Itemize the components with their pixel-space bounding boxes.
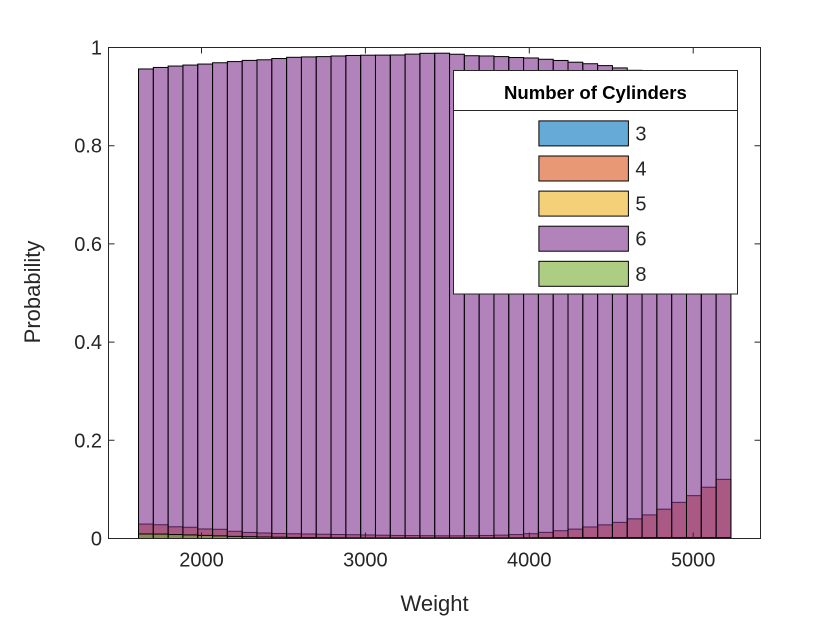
svg-text:6: 6: [635, 229, 646, 251]
svg-text:0.6: 0.6: [74, 234, 102, 256]
svg-text:5: 5: [635, 194, 646, 216]
svg-text:4000: 4000: [507, 550, 552, 572]
svg-text:5000: 5000: [671, 550, 716, 572]
svg-text:0.4: 0.4: [74, 332, 102, 354]
svg-text:1: 1: [91, 38, 102, 60]
svg-text:3000: 3000: [343, 550, 388, 572]
svg-text:0.8: 0.8: [74, 136, 102, 158]
svg-text:Probability: Probability: [20, 241, 45, 344]
svg-text:Number of Cylinders: Number of Cylinders: [504, 82, 687, 103]
svg-text:0.2: 0.2: [74, 430, 102, 452]
svg-text:8: 8: [635, 264, 646, 286]
svg-text:3: 3: [635, 123, 646, 145]
svg-text:2000: 2000: [179, 550, 224, 572]
svg-text:Weight: Weight: [401, 591, 469, 616]
svg-text:0: 0: [91, 529, 102, 551]
svg-text:4: 4: [635, 159, 646, 181]
